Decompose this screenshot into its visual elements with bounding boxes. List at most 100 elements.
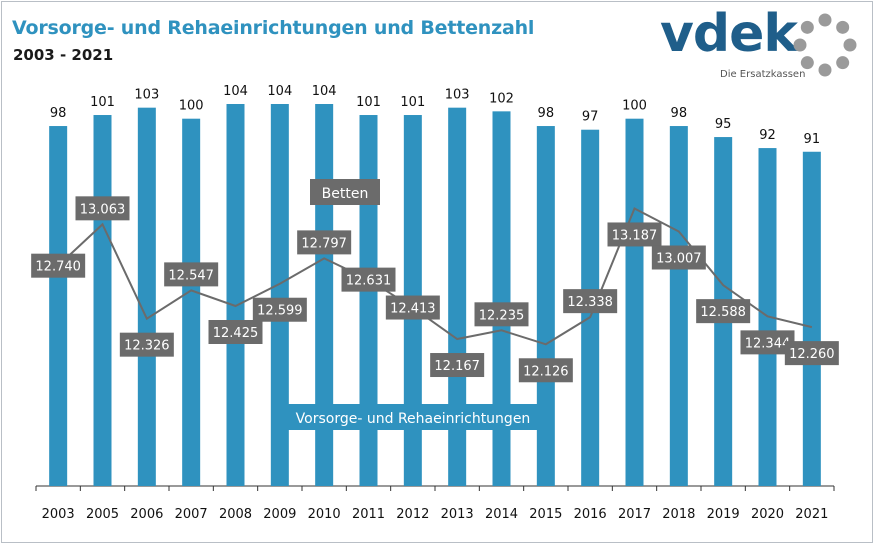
x-tick-label: 2009 — [263, 507, 296, 522]
bar-value-label: 101 — [356, 95, 381, 110]
line-label-text: 12.338 — [567, 295, 613, 310]
line-label-text: 13.187 — [612, 228, 658, 243]
bar-2006 — [137, 107, 156, 486]
line-data-label: 12.547 — [164, 262, 219, 287]
line-label-text: 12.126 — [523, 364, 569, 379]
x-tick-label: 2010 — [308, 507, 341, 522]
logo-ring-dot — [800, 20, 814, 34]
bar-value-label: 104 — [223, 84, 248, 99]
bar-value-label: 102 — [489, 91, 514, 106]
logo-ring-dot — [836, 20, 850, 34]
legend-betten: Betten — [310, 179, 380, 205]
line-label-box — [563, 289, 618, 314]
legend-betten-box — [310, 179, 380, 205]
logo-ring-dot — [843, 38, 857, 52]
bar-2013 — [448, 107, 467, 486]
x-tick-label: 2007 — [175, 507, 208, 522]
bar-value-label: 104 — [267, 84, 292, 99]
line-label-box — [385, 295, 440, 320]
line-label-text: 12.344 — [745, 336, 791, 351]
line-label-box — [252, 297, 307, 322]
line-label-box — [518, 358, 573, 383]
bar-2007 — [182, 118, 201, 486]
vdek-logo: vdek Die Ersatzkassen — [660, 4, 860, 82]
bar-2005 — [93, 115, 112, 487]
logo-ring-dot — [836, 56, 850, 70]
line-label-box — [297, 230, 352, 255]
logo-wordmark: vdek — [660, 4, 798, 64]
bar-2015 — [536, 126, 555, 487]
line-label-text: 12.235 — [479, 308, 525, 323]
bar-value-label: 98 — [538, 106, 555, 121]
bar-2018 — [669, 126, 688, 487]
line-data-label: 13.063 — [75, 196, 130, 221]
bar-value-label: 98 — [671, 106, 688, 121]
x-tick-label: 2015 — [529, 507, 562, 522]
line-label-text: 12.588 — [700, 305, 746, 320]
bar-value-label: 98 — [50, 106, 67, 121]
line-label-text: 12.425 — [213, 326, 259, 341]
bar-value-label: 103 — [134, 88, 159, 103]
line-data-label: 12.588 — [696, 299, 751, 324]
line-data-label: 12.599 — [252, 297, 307, 322]
x-tick-label: 2019 — [707, 507, 740, 522]
bar-2014 — [492, 111, 511, 486]
logo-tagline: Die Ersatzkassen — [720, 69, 806, 80]
bar-2009 — [270, 104, 289, 486]
line-data-label: 12.167 — [430, 353, 485, 378]
line-data-label: 13.007 — [651, 245, 706, 270]
line-label-text: 12.797 — [301, 236, 347, 251]
line-label-box — [430, 353, 485, 378]
line-data-label: 12.797 — [297, 230, 352, 255]
bar-value-label: 97 — [582, 110, 599, 125]
line-label-text: 13.063 — [80, 202, 126, 217]
line-data-label: 12.425 — [208, 320, 263, 344]
betten-line — [57, 207, 813, 346]
line-label-box — [75, 196, 130, 221]
logo-ring-dot — [818, 63, 832, 77]
line-data-label: 12.631 — [341, 267, 396, 292]
line-label-text: 13.007 — [656, 252, 702, 267]
line-label-box — [696, 299, 751, 324]
x-tick-label: 2020 — [751, 507, 784, 522]
line-label-box — [651, 245, 706, 270]
line-label-text: 12.260 — [789, 347, 835, 362]
line-label-text: 12.547 — [168, 268, 214, 283]
line-data-label: 12.326 — [119, 332, 174, 357]
bar-value-label: 95 — [715, 117, 732, 132]
bar-2021 — [802, 151, 821, 486]
bar-2017 — [625, 118, 644, 486]
x-tick-label: 2018 — [662, 507, 695, 522]
bar-value-label: 91 — [804, 132, 821, 147]
line-label-text: 12.599 — [257, 304, 303, 319]
chart-subtitle: 2003 - 2021 — [13, 46, 114, 64]
x-tick-label: 2012 — [396, 507, 429, 522]
logo-ring-dot — [800, 56, 814, 70]
logo-ring-dot — [793, 38, 807, 52]
line-data-label: 12.260 — [784, 341, 839, 366]
bar-2011 — [359, 115, 378, 487]
line-label-text: 12.167 — [434, 359, 480, 374]
x-tick-label: 2016 — [574, 507, 607, 522]
bar-value-label: 92 — [759, 128, 776, 143]
bar-value-label: 100 — [179, 99, 204, 114]
chart-title: Vorsorge- und Rehaeinrichtungen und Bett… — [12, 17, 535, 39]
line-label-text: 12.740 — [35, 260, 81, 275]
line-label-text: 12.326 — [124, 339, 170, 354]
line-label-box — [784, 341, 839, 366]
legend-einrichtungen-text: Vorsorge- und Rehaeinrichtungen — [296, 411, 531, 427]
bar-value-label: 104 — [312, 84, 337, 99]
line-data-label: 12.413 — [385, 295, 440, 320]
line-data-label: 12.740 — [31, 253, 86, 278]
x-tick-label: 2008 — [219, 507, 252, 522]
bar-2003 — [49, 126, 68, 487]
bar-2008 — [226, 104, 245, 486]
line-label-box — [208, 320, 263, 344]
line-label-box — [164, 262, 219, 287]
bar-value-label: 101 — [90, 95, 115, 110]
x-tick-label: 2013 — [441, 507, 474, 522]
line-label-box — [341, 267, 396, 292]
line-data-label: 12.126 — [518, 358, 573, 383]
legend-einrichtungen: Vorsorge- und Rehaeinrichtungen — [282, 404, 544, 430]
